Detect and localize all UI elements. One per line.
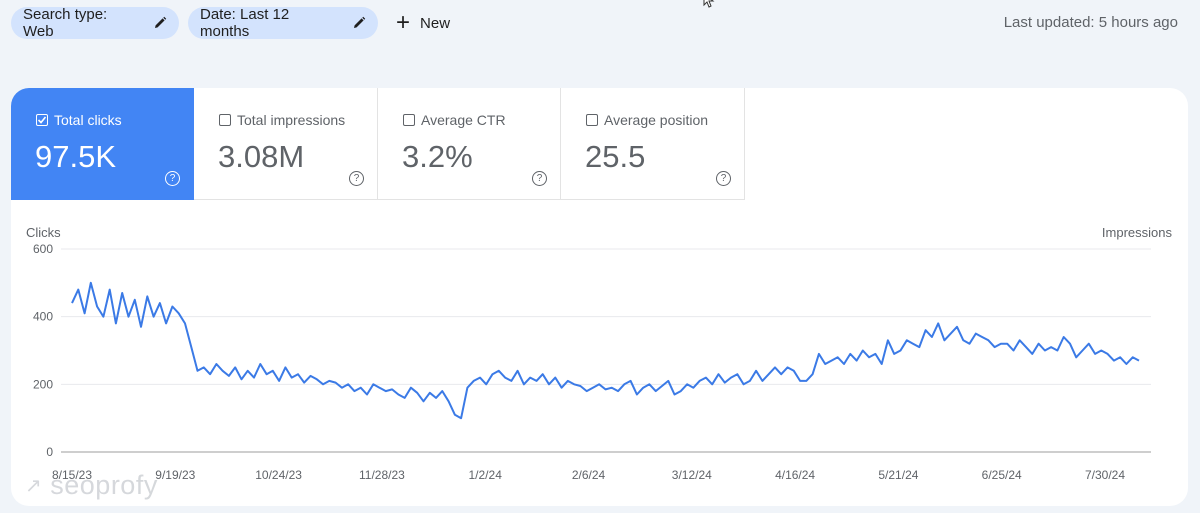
y-tick-label: 200	[33, 377, 53, 391]
metric-value: 3.08M	[218, 139, 305, 174]
watermark-text: seoprofy	[50, 470, 158, 500]
x-tick-label: 8/15/23	[52, 468, 92, 482]
checkbox-icon[interactable]	[403, 114, 415, 126]
help-icon[interactable]: ?	[165, 171, 180, 186]
arrow-logo-icon: ↗	[25, 475, 43, 497]
metric-value: 97.5K	[35, 139, 117, 174]
x-tick-label: 3/12/24	[672, 468, 712, 482]
last-updated-text: Last updated: 5 hours ago	[1003, 14, 1178, 31]
metric-value: 25.5	[585, 139, 646, 174]
x-tick-label: 10/24/23	[255, 468, 302, 482]
checkbox-checked-icon[interactable]	[36, 114, 48, 126]
y-axis-title-left: Clicks	[26, 225, 61, 240]
checkbox-icon[interactable]	[219, 114, 231, 126]
date-filter-label: Date: Last 12 months	[200, 6, 290, 40]
y-tick-label: 0	[46, 445, 53, 459]
metric-label: Total impressions	[237, 112, 346, 128]
clicks-line-chart: 0 200 400 600 8/15/23 9/19/23 10/24/23 11/28/23…	[33, 242, 1151, 482]
y-tick-label: 600	[33, 242, 53, 256]
pencil-icon	[153, 16, 167, 30]
new-filter-button[interactable]: + New	[396, 7, 450, 39]
checkbox-icon[interactable]	[586, 114, 598, 126]
x-tick-label: 5/21/24	[878, 468, 918, 482]
metric-label: Average CTR	[421, 112, 506, 128]
x-tick-label: 1/2/24	[469, 468, 503, 482]
x-tick-label: 7/30/24	[1085, 468, 1125, 482]
new-filter-label: New	[420, 14, 451, 32]
help-icon[interactable]: ?	[716, 171, 731, 186]
metric-label: Total clicks	[54, 112, 122, 128]
metric-label: Average position	[604, 112, 709, 128]
metric-average-position[interactable]: Average position 25.5 ?	[561, 88, 745, 200]
metric-value: 3.2%	[402, 139, 473, 174]
pencil-icon	[352, 16, 366, 30]
filter-bar: Search type: Web Date: Last 12 months + …	[0, 0, 1200, 46]
y-axis-title-right: Impressions	[1101, 225, 1172, 240]
x-tick-label: 2/6/24	[572, 468, 606, 482]
search-type-filter-chip[interactable]: Search type: Web	[11, 6, 179, 40]
metric-total-impressions[interactable]: Total impressions 3.08M ?	[194, 88, 378, 200]
metric-total-clicks[interactable]: Total clicks 97.5K ?	[11, 88, 194, 200]
clicks-series-line	[71, 281, 1140, 420]
x-tick-label: 9/19/23	[155, 468, 195, 482]
mouse-cursor-icon	[703, 0, 717, 13]
plus-icon: +	[396, 9, 411, 36]
seoprofy-watermark: ↗ seoprofy	[25, 470, 158, 501]
x-tick-label: 6/25/24	[982, 468, 1022, 482]
performance-card: Total clicks 97.5K ? Total impressions 3…	[11, 88, 1188, 506]
help-icon[interactable]: ?	[532, 171, 547, 186]
metric-average-ctr[interactable]: Average CTR 3.2% ?	[378, 88, 561, 200]
search-type-filter-label: Search type: Web	[23, 6, 108, 40]
y-tick-label: 400	[33, 310, 53, 324]
date-filter-chip[interactable]: Date: Last 12 months	[188, 6, 378, 40]
x-tick-label: 4/16/24	[775, 468, 815, 482]
help-icon[interactable]: ?	[349, 171, 364, 186]
x-tick-label: 11/28/23	[359, 468, 405, 482]
